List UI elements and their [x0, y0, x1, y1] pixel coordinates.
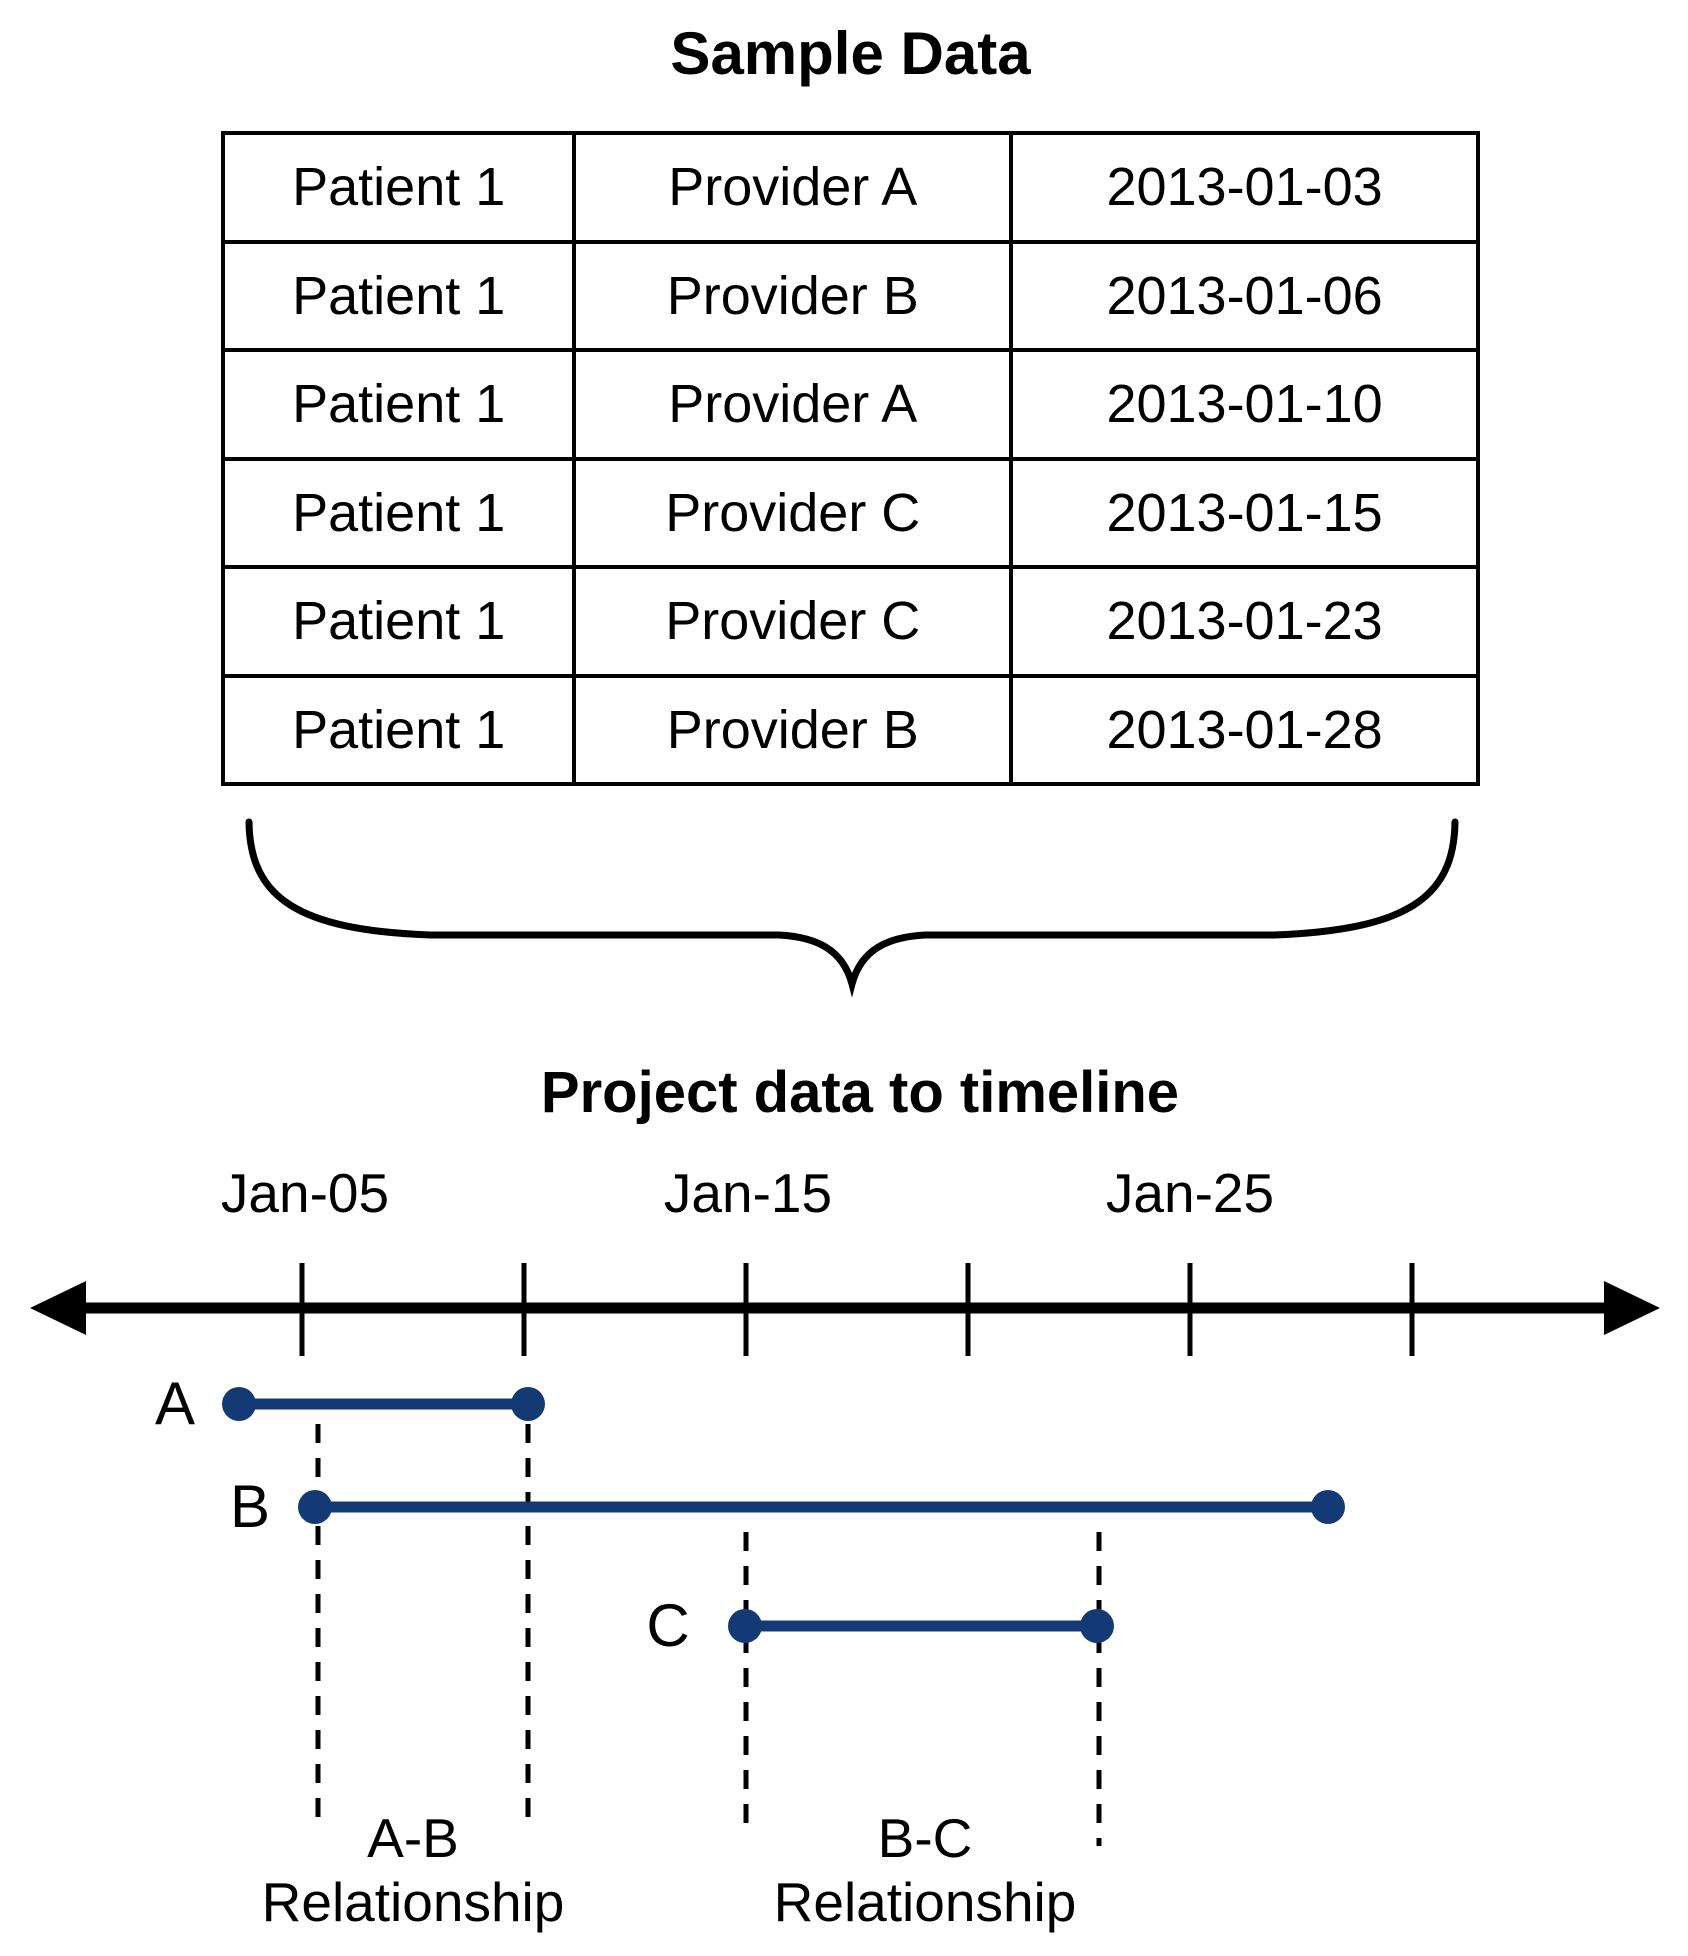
- brace-icon: [245, 818, 1459, 998]
- table-cell-patient: Patient 1: [220, 348, 577, 461]
- table-cell-date: 2013-01-03: [1009, 131, 1480, 244]
- sample-data-title: Sample Data: [670, 20, 1031, 87]
- table-cell-provider: Provider C: [572, 565, 1014, 678]
- relationship-label-ab: A-B Relationship: [262, 1806, 565, 1934]
- table-cell-provider: Provider B: [572, 239, 1014, 352]
- table-cell-date: 2013-01-06: [1009, 239, 1480, 352]
- table-cell-patient: Patient 1: [220, 131, 577, 244]
- table-cell-date: 2013-01-15: [1009, 456, 1480, 569]
- table-row: Patient 1 Provider C 2013-01-23: [220, 565, 1480, 678]
- interval-start-dot: [728, 1609, 762, 1643]
- relationship-label-bc-line1: B-C: [877, 1807, 973, 1869]
- table-cell-provider: Provider A: [572, 131, 1014, 244]
- table-cell-patient: Patient 1: [220, 239, 577, 352]
- interval-start-dot: [298, 1490, 332, 1524]
- table-row: Patient 1 Provider B 2013-01-28: [220, 673, 1480, 786]
- relationship-label-ab-line1: A-B: [367, 1807, 459, 1869]
- table-row: Patient 1 Provider A 2013-01-03: [220, 131, 1480, 244]
- sample-data-table: Patient 1 Provider A 2013-01-03 Patient …: [220, 131, 1480, 786]
- table-cell-date: 2013-01-23: [1009, 565, 1480, 678]
- interval-start-dot: [222, 1387, 256, 1421]
- table-row: Patient 1 Provider B 2013-01-06: [220, 239, 1480, 352]
- axis-tick-label-jan25: Jan-25: [1105, 1162, 1275, 1224]
- table-cell-provider: Provider A: [572, 348, 1014, 461]
- table-cell-patient: Patient 1: [220, 565, 577, 678]
- relationship-label-bc: B-C Relationship: [774, 1806, 1077, 1934]
- table-cell-date: 2013-01-28: [1009, 673, 1480, 786]
- table-cell-patient: Patient 1: [220, 456, 577, 569]
- interval-end-dot: [1311, 1490, 1345, 1524]
- axis-left-arrowhead-icon: [30, 1281, 86, 1335]
- table-row: Patient 1 Provider A 2013-01-10: [220, 348, 1480, 461]
- table-row: Patient 1 Provider C 2013-01-15: [220, 456, 1480, 569]
- timeline-title: Project data to timeline: [540, 1060, 1180, 1125]
- table-cell-patient: Patient 1: [220, 673, 577, 786]
- interval-end-dot: [511, 1387, 545, 1421]
- axis-tick-label-jan15: Jan-15: [663, 1162, 833, 1224]
- bar-label-b: B: [229, 1473, 271, 1540]
- table-cell-provider: Provider B: [572, 673, 1014, 786]
- table-cell-date: 2013-01-10: [1009, 348, 1480, 461]
- relationship-label-bc-line2: Relationship: [773, 1871, 1077, 1933]
- axis-tick-label-jan05: Jan-05: [220, 1162, 390, 1224]
- axis-right-arrowhead-icon: [1604, 1281, 1660, 1335]
- bar-label-c: C: [646, 1592, 690, 1659]
- bar-label-a: A: [154, 1370, 196, 1437]
- relationship-label-ab-line2: Relationship: [261, 1871, 565, 1933]
- interval-end-dot: [1080, 1609, 1114, 1643]
- table-cell-provider: Provider C: [572, 456, 1014, 569]
